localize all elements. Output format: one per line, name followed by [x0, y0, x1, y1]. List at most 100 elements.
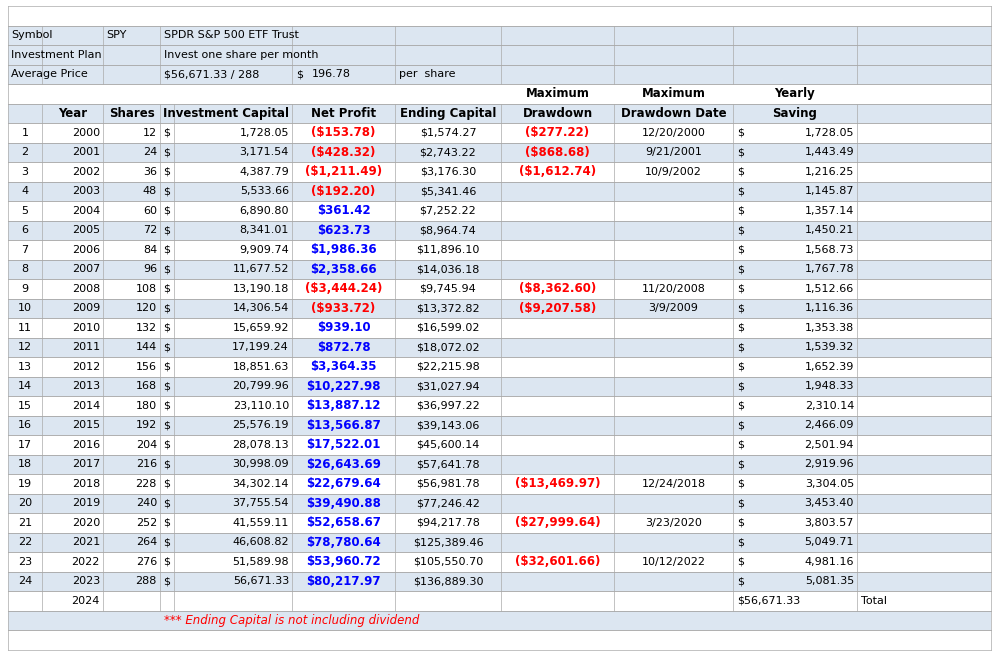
Text: 6: 6 [22, 225, 29, 235]
Text: 1,652.39: 1,652.39 [804, 362, 854, 372]
Text: 56,671.33: 56,671.33 [233, 576, 289, 586]
Text: $136,889.30: $136,889.30 [413, 576, 484, 586]
Text: 1,728.05: 1,728.05 [240, 128, 289, 138]
Text: $2,743.22: $2,743.22 [420, 147, 477, 157]
Text: $: $ [737, 420, 744, 430]
Bar [8, 357, 991, 376]
Text: ($9,207.58): ($9,207.58) [518, 302, 596, 315]
Text: $: $ [163, 420, 170, 430]
Text: 2023: 2023 [72, 576, 100, 586]
Text: $: $ [163, 225, 170, 235]
Text: 2017: 2017 [72, 459, 100, 469]
Text: $11,896.10: $11,896.10 [417, 245, 480, 255]
Text: 6,890.80: 6,890.80 [240, 206, 289, 216]
Bar [8, 572, 991, 591]
Text: 2018: 2018 [72, 478, 100, 489]
Text: 19: 19 [18, 478, 32, 489]
Text: 252: 252 [136, 517, 157, 528]
Text: 2022: 2022 [72, 557, 100, 567]
Text: 1,450.21: 1,450.21 [804, 225, 854, 235]
Text: 196.78: 196.78 [312, 69, 351, 79]
Text: 2001: 2001 [72, 147, 100, 157]
Text: 4,387.79: 4,387.79 [239, 167, 289, 177]
Text: $: $ [296, 69, 303, 79]
Text: 41,559.11: 41,559.11 [233, 517, 289, 528]
Text: $: $ [737, 284, 744, 294]
Text: Drawdown: Drawdown [522, 107, 592, 119]
Text: $: $ [737, 323, 744, 333]
Text: 2007: 2007 [72, 264, 100, 275]
Text: 5: 5 [22, 206, 29, 216]
Text: $: $ [737, 557, 744, 567]
Text: 2,501.94: 2,501.94 [804, 440, 854, 449]
Text: 5,081.35: 5,081.35 [805, 576, 854, 586]
Text: $: $ [163, 245, 170, 255]
Text: 2000: 2000 [72, 128, 100, 138]
Text: Maximum: Maximum [525, 87, 589, 100]
Text: $872.78: $872.78 [317, 341, 371, 354]
Text: $5,341.46: $5,341.46 [420, 186, 477, 196]
Text: 1,512.66: 1,512.66 [805, 284, 854, 294]
Text: $: $ [737, 167, 744, 177]
Text: $3,176.30: $3,176.30 [420, 167, 477, 177]
Text: $: $ [737, 264, 744, 275]
Text: 25,576.19: 25,576.19 [233, 420, 289, 430]
Text: $: $ [163, 206, 170, 216]
Text: $26,643.69: $26,643.69 [306, 458, 381, 471]
Text: $361.42: $361.42 [317, 204, 371, 217]
Text: 12/24/2018: 12/24/2018 [641, 478, 705, 489]
Text: 36: 36 [143, 167, 157, 177]
Text: 2013: 2013 [72, 381, 100, 391]
Text: Ending Capital: Ending Capital [400, 107, 497, 119]
Text: $: $ [737, 206, 744, 216]
Bar [8, 240, 991, 259]
Text: $: $ [163, 517, 170, 528]
Text: 156: 156 [136, 362, 157, 372]
Text: $: $ [163, 303, 170, 313]
Text: 180: 180 [136, 401, 157, 411]
Text: 11: 11 [18, 323, 32, 333]
Text: 1,116.36: 1,116.36 [805, 303, 854, 313]
Text: $45,600.14: $45,600.14 [417, 440, 480, 449]
Bar [8, 552, 991, 572]
Bar [8, 630, 991, 649]
Text: Investment Capital: Investment Capital [163, 107, 289, 119]
Text: $: $ [737, 225, 744, 235]
Bar [8, 474, 991, 494]
Text: *** Ending Capital is not including dividend: *** Ending Capital is not including divi… [164, 614, 420, 627]
Text: ($933.72): ($933.72) [312, 302, 376, 315]
Text: Maximum: Maximum [641, 87, 705, 100]
Text: 1,357.14: 1,357.14 [804, 206, 854, 216]
Text: 8,341.01: 8,341.01 [240, 225, 289, 235]
Text: 204: 204 [136, 440, 157, 449]
Text: $77,246.42: $77,246.42 [416, 498, 480, 508]
Text: ($868.68): ($868.68) [525, 146, 589, 159]
Text: 28,078.13: 28,078.13 [233, 440, 289, 449]
Text: 16: 16 [18, 420, 32, 430]
Text: $31,027.94: $31,027.94 [417, 381, 480, 391]
Text: $56,671.33: $56,671.33 [737, 596, 800, 606]
Text: $: $ [737, 498, 744, 508]
Text: 2015: 2015 [72, 420, 100, 430]
Bar [8, 6, 991, 26]
Text: 240: 240 [136, 498, 157, 508]
Text: $9,745.94: $9,745.94 [420, 284, 477, 294]
Bar [8, 494, 991, 513]
Text: $: $ [163, 362, 170, 372]
Text: $: $ [737, 478, 744, 489]
Text: $: $ [737, 128, 744, 138]
Text: 24: 24 [18, 576, 32, 586]
Text: 48: 48 [143, 186, 157, 196]
Text: 2021: 2021 [72, 537, 100, 547]
Text: $22,679.64: $22,679.64 [306, 477, 381, 490]
Bar [8, 455, 991, 474]
Bar [8, 298, 991, 318]
Text: 2024: 2024 [72, 596, 100, 606]
Text: $: $ [163, 186, 170, 196]
Text: 2009: 2009 [72, 303, 100, 313]
Text: $: $ [737, 440, 744, 449]
Text: Drawdown Date: Drawdown Date [620, 107, 726, 119]
Text: Saving: Saving [772, 107, 817, 119]
Text: $78,780.64: $78,780.64 [306, 536, 381, 548]
Text: $125,389.46: $125,389.46 [413, 537, 484, 547]
